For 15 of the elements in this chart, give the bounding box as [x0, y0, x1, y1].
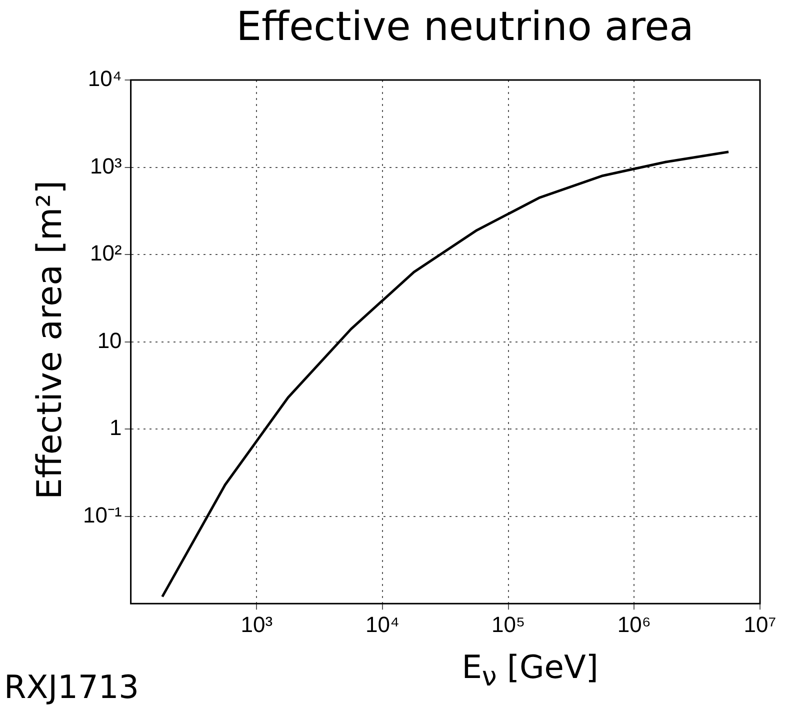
chart-title: Effective neutrino area	[235, 4, 695, 50]
y-tick-label: 10²	[90, 240, 122, 266]
x-tick-label: 10³	[240, 612, 273, 637]
y-tick-label: 1	[110, 415, 122, 440]
x-tick-label: 10⁵	[492, 612, 526, 637]
x-tick-label: 10⁴	[366, 612, 400, 637]
y-tick-label: 10³	[90, 153, 122, 178]
y-axis-title: Effective area [m²]	[30, 179, 70, 502]
x-tick-label: 10⁶	[617, 612, 651, 637]
y-tick-label: 10⁴	[88, 66, 122, 92]
y-tick-label: 10	[97, 328, 122, 353]
y-tick-label: 10⁻¹	[83, 502, 122, 528]
x-axis-title: E$_{ν}$ [GeV]	[460, 648, 600, 692]
x-tick-label: 10⁷	[744, 612, 776, 637]
text: RXJ1713	[4, 668, 140, 706]
